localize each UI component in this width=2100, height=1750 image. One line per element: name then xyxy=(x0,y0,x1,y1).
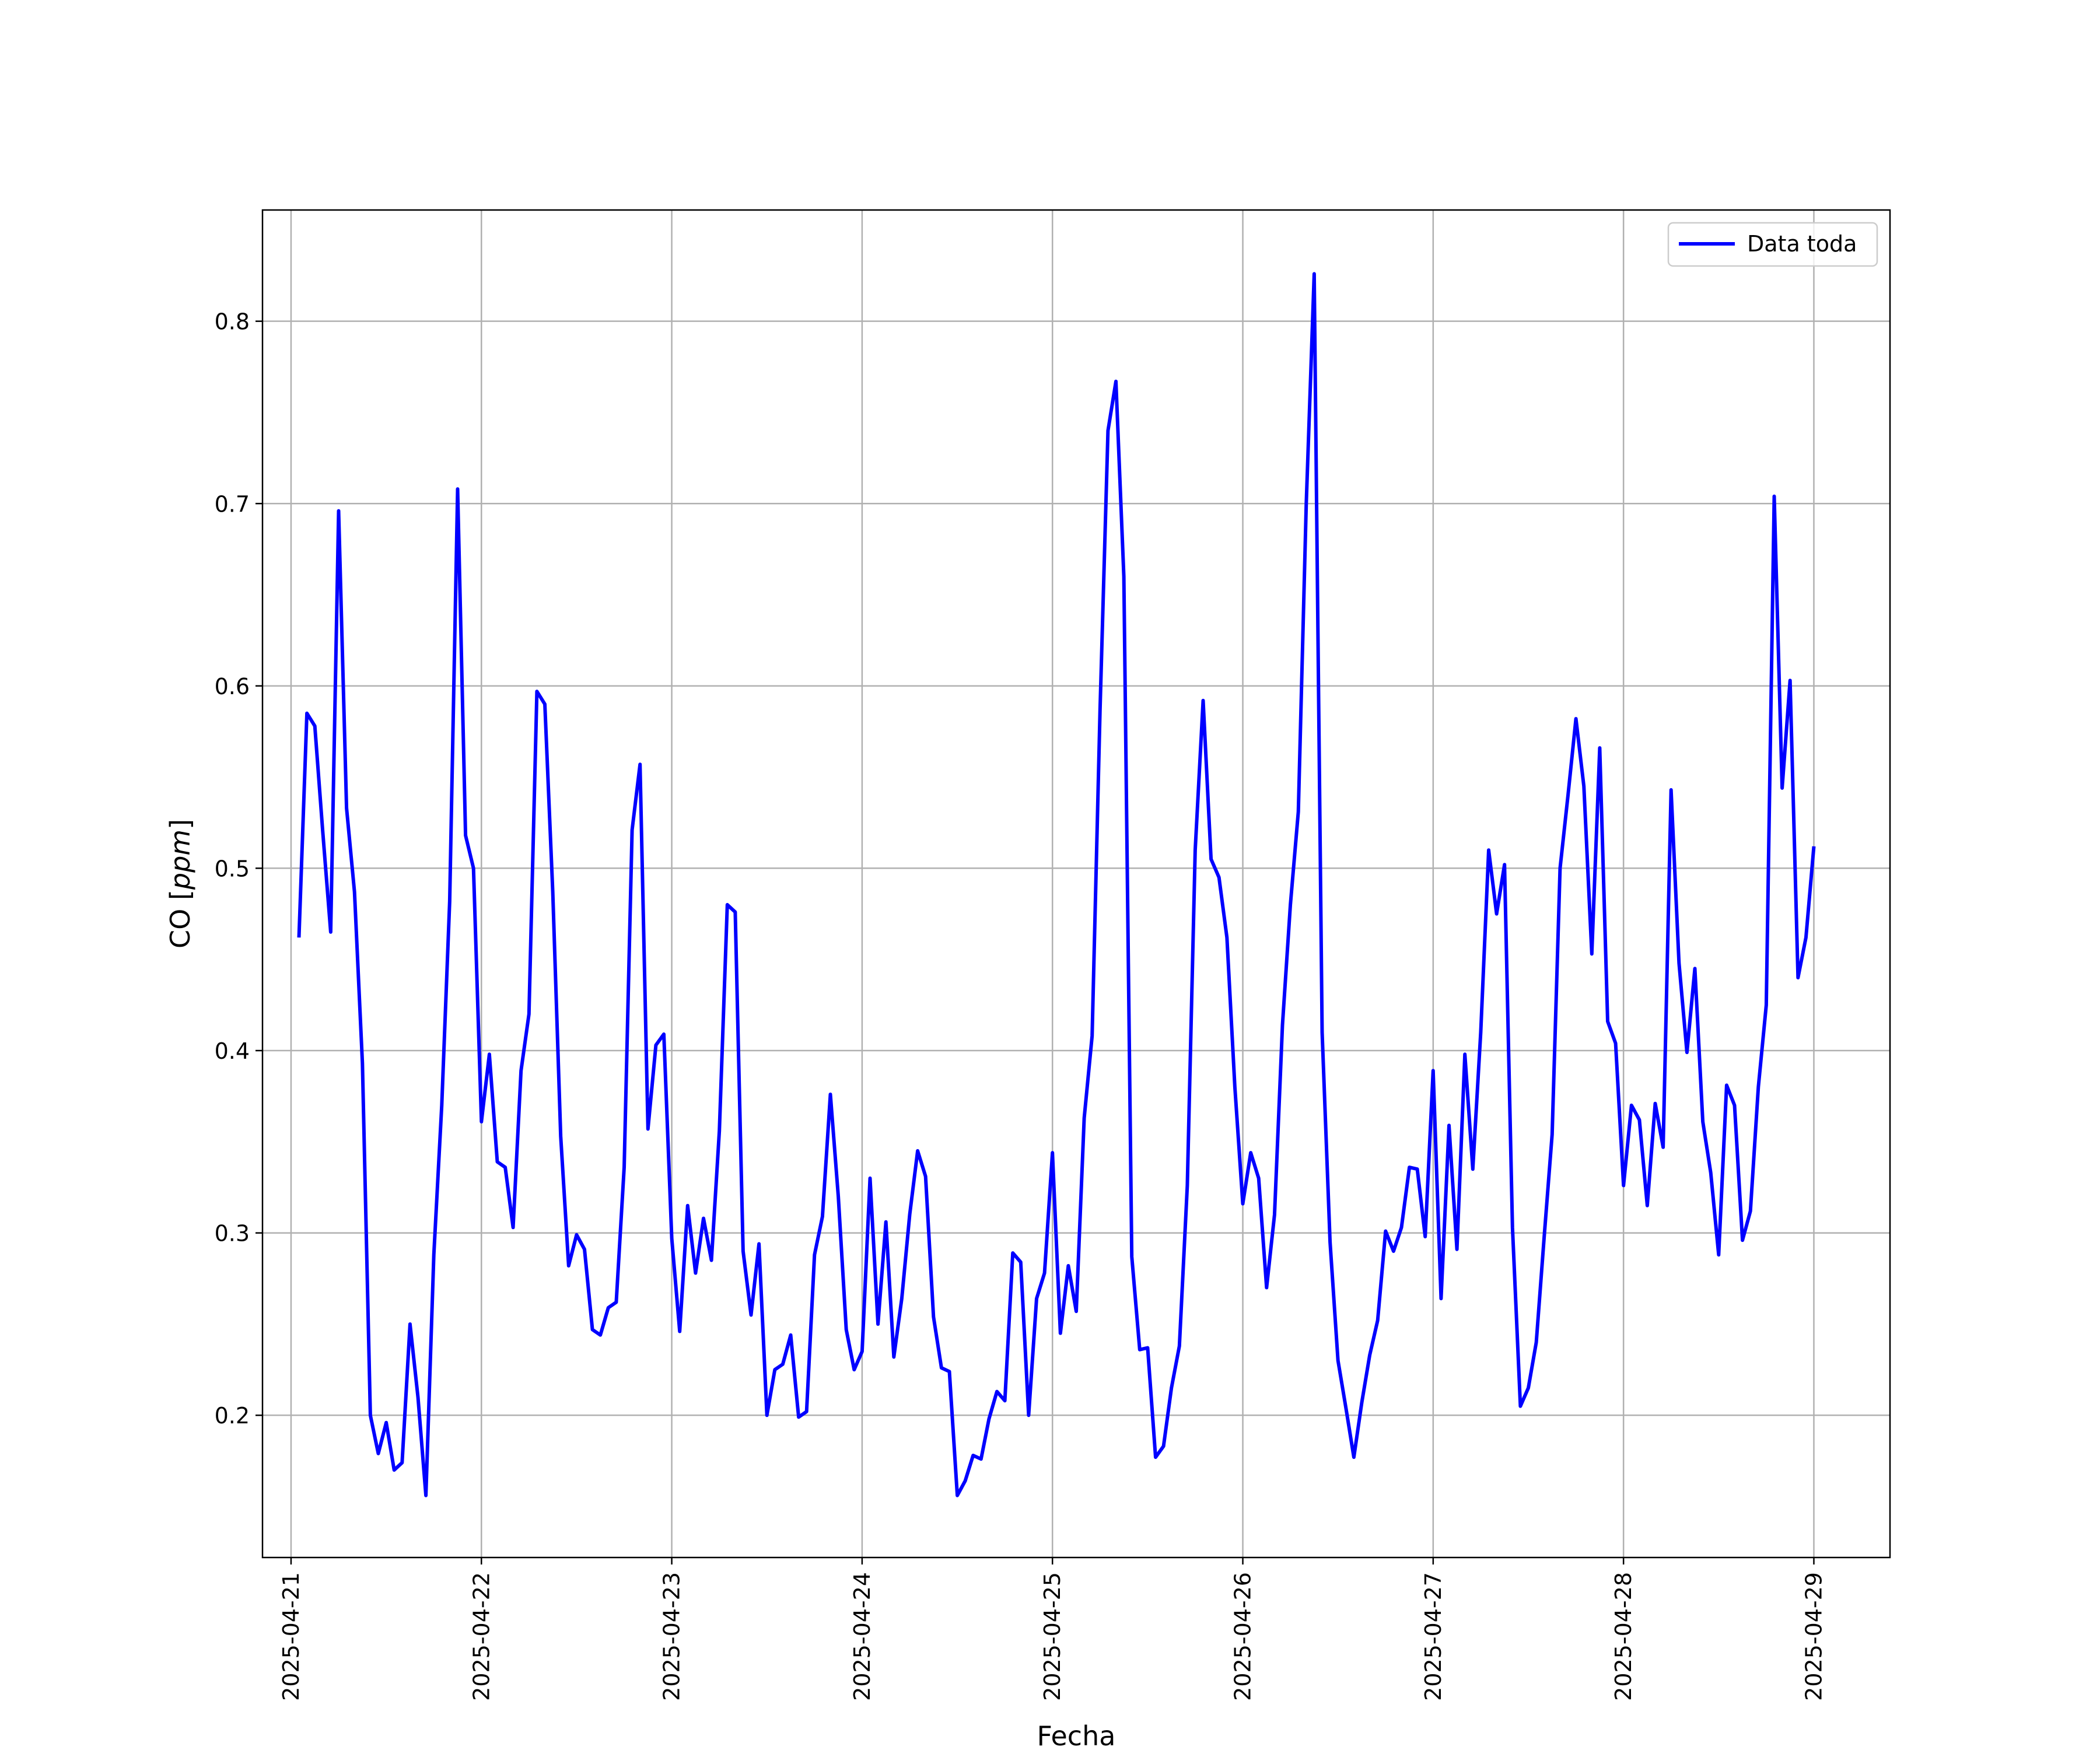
legend-label-data-toda: Data toda xyxy=(1747,231,1857,257)
series-layer xyxy=(297,272,1816,1497)
y-tick-label: 0.4 xyxy=(215,1038,250,1064)
y-tick-label: 0.8 xyxy=(215,309,250,335)
y-axis: 0.2 0.3 0.4 0.5 0.6 0.7 0.8 xyxy=(215,309,262,1429)
y-axis-label-suffix: ] xyxy=(164,819,196,830)
y-tick-label: 0.5 xyxy=(215,856,250,881)
y-tick-label: 0.2 xyxy=(215,1403,250,1429)
y-tick-label: 0.3 xyxy=(215,1221,250,1247)
plot-frame xyxy=(261,209,1891,1559)
x-tick-label: 2025-04-28 xyxy=(1611,1572,1636,1701)
x-tick-label: 2025-04-21 xyxy=(278,1572,304,1701)
plot-area xyxy=(262,210,1890,1558)
x-tick-label: 2025-04-29 xyxy=(1801,1572,1826,1701)
legend-box xyxy=(1667,222,1878,267)
legend: Data toda xyxy=(1667,222,1878,267)
y-tick-label: 0.7 xyxy=(215,491,250,517)
y-axis-label-unit: ppm xyxy=(164,830,196,890)
x-tick-label: 2025-04-27 xyxy=(1420,1572,1446,1701)
y-tick-label: 0.6 xyxy=(215,674,250,699)
x-tick-label: 2025-04-24 xyxy=(849,1572,875,1701)
x-axis-label: Fecha xyxy=(1037,1720,1116,1750)
x-tick-label: 2025-04-22 xyxy=(468,1572,494,1701)
x-tick-label: 2025-04-26 xyxy=(1230,1572,1256,1701)
x-tick-label: 2025-04-25 xyxy=(1040,1572,1065,1701)
x-axis: 2025-04-21 2025-04-22 2025-04-23 2025-04-24… xyxy=(278,1558,1826,1701)
grid xyxy=(262,210,1890,1558)
y-axis-label-prefix: CO [ xyxy=(164,890,196,949)
y-axis-label: CO [ppm] xyxy=(164,819,196,949)
x-tick-label: 2025-04-23 xyxy=(659,1572,685,1701)
series-line-data-toda xyxy=(297,272,1816,1497)
